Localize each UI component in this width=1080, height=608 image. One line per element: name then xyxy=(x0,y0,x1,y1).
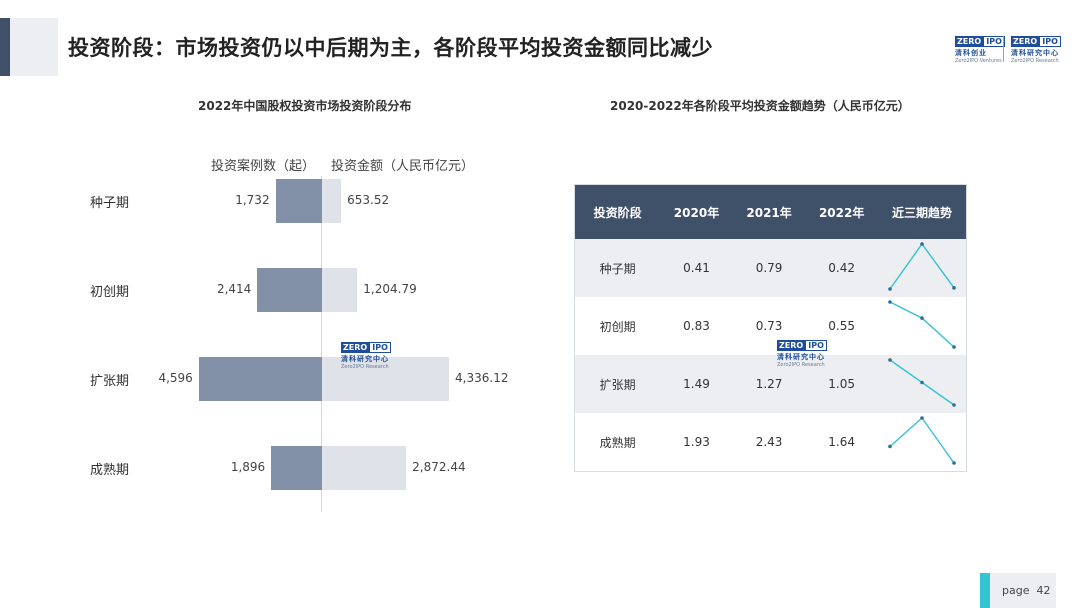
header-accent-bar xyxy=(0,18,10,76)
trend-point xyxy=(888,300,892,304)
zero2ipo-ventures-logo: ZERO IPO 清科创业 Zero2IPO Ventures xyxy=(955,36,1005,64)
stage-label: 扩张期 xyxy=(90,374,130,389)
trend-point xyxy=(952,345,956,349)
header-accent-block xyxy=(10,18,58,76)
stage-label: 初创期 xyxy=(90,285,130,300)
trend-sparkline xyxy=(888,242,956,291)
trend-point xyxy=(920,242,924,246)
col-2020: 2020年 xyxy=(660,184,733,239)
trend-point xyxy=(952,403,956,407)
case-count-bar xyxy=(198,357,322,401)
value-cell-y2022: 1.64 xyxy=(805,413,878,472)
table-row: 成熟期 1.93 2.43 1.64 xyxy=(574,413,967,472)
value-cell-y2022: 0.55 xyxy=(805,297,878,355)
col-stage: 投资阶段 xyxy=(574,184,661,239)
trend-point xyxy=(920,416,924,420)
table-header-row: 投资阶段 2020年 2021年 2022年 近三期趋势 xyxy=(574,184,967,239)
value-cell-y2022: 0.42 xyxy=(805,239,878,297)
stage-cell: 种子期 xyxy=(574,239,661,297)
legend-investment-amount: 投资金额（人民币亿元） xyxy=(331,159,475,174)
value-cell-y2021: 2.43 xyxy=(732,413,806,472)
value-cell-y2020: 1.49 xyxy=(660,355,733,413)
trend-point xyxy=(920,316,924,320)
value-cell-y2021: 1.27 xyxy=(732,355,806,413)
investment-amount-label: 653.52 xyxy=(347,193,390,207)
avg-investment-table: 投资阶段 2020年 2021年 2022年 近三期趋势 种子期 0.41 0.79… xyxy=(574,184,967,472)
investment-amount-bar xyxy=(322,179,342,223)
trend-point xyxy=(888,444,892,449)
case-count-bar xyxy=(271,446,322,490)
case-count-label: 1,896 xyxy=(230,460,266,474)
investment-amount-bar xyxy=(322,268,358,312)
zero2ipo-research-logo: ZERO IPO 清科研究中心 Zero2IPO Research xyxy=(1011,36,1061,64)
trend-line xyxy=(889,242,955,290)
table-row: 扩张期 1.49 1.27 1.05 xyxy=(574,355,967,413)
watermark-logo-table: ZERO IPO 清科研究中心 Zero2IPO Research xyxy=(777,340,827,368)
left-chart-title: 2022年中国股权投资市场投资阶段分布 xyxy=(198,99,412,113)
investment-amount-label: 4,336.12 xyxy=(455,371,509,385)
case-count-bar xyxy=(257,268,322,312)
value-cell-y2021: 0.79 xyxy=(732,239,806,297)
trend-cell xyxy=(877,239,967,297)
trend-point xyxy=(920,380,924,385)
col-trend: 近三期趋势 xyxy=(877,184,967,239)
stage-label: 种子期 xyxy=(90,196,130,211)
investment-amount-label: 1,204.79 xyxy=(363,282,417,296)
trend-line xyxy=(889,416,955,464)
center-axis xyxy=(321,176,322,512)
case-count-bar xyxy=(275,179,322,223)
investment-amount-bar xyxy=(322,357,450,401)
case-count-label: 2,414 xyxy=(216,282,252,296)
trend-cell xyxy=(877,297,967,355)
watermark-logo: ZERO IPO 清科研究中心 Zero2IPO Research xyxy=(341,342,391,370)
trend-point xyxy=(952,286,956,290)
footer-accent-bar xyxy=(980,573,990,608)
trend-sparkline xyxy=(888,300,956,349)
col-2021: 2021年 xyxy=(732,184,806,239)
value-cell-y2022: 1.05 xyxy=(805,355,878,413)
page-title: 投资阶段：市场投资仍以中后期为主，各阶段平均投资金额同比减少 xyxy=(68,36,713,60)
page-number: page 42 xyxy=(1002,584,1051,597)
stage-label: 成熟期 xyxy=(90,463,130,478)
trend-cell xyxy=(877,413,967,472)
case-count-label: 1,732 xyxy=(235,193,270,207)
table-row: 初创期 0.83 0.73 0.55 xyxy=(574,297,967,355)
footer-block xyxy=(990,573,1056,608)
trend-sparkline xyxy=(888,416,956,465)
trend-point xyxy=(888,358,892,362)
value-cell-y2020: 0.83 xyxy=(660,297,733,355)
trend-cell xyxy=(877,355,967,413)
stage-cell: 成熟期 xyxy=(574,413,661,472)
case-count-label: 4,596 xyxy=(158,371,193,385)
value-cell-y2020: 1.93 xyxy=(660,413,733,472)
value-cell-y2020: 0.41 xyxy=(660,239,733,297)
stage-cell: 初创期 xyxy=(574,297,661,355)
table-row: 种子期 0.41 0.79 0.42 xyxy=(574,239,967,297)
right-table-title: 2020-2022年各阶段平均投资金额趋势（人民币亿元） xyxy=(610,99,910,113)
trend-sparkline xyxy=(888,358,956,407)
investment-amount-bar xyxy=(322,446,407,490)
investment-amount-label: 2,872.44 xyxy=(412,460,466,474)
col-2022: 2022年 xyxy=(805,184,878,239)
trend-point xyxy=(888,287,892,291)
legend-case-count: 投资案例数（起） xyxy=(211,159,316,174)
trend-line xyxy=(889,301,955,348)
trend-point xyxy=(952,461,956,465)
logo-divider xyxy=(1003,36,1004,62)
stage-cell: 扩张期 xyxy=(574,355,661,413)
